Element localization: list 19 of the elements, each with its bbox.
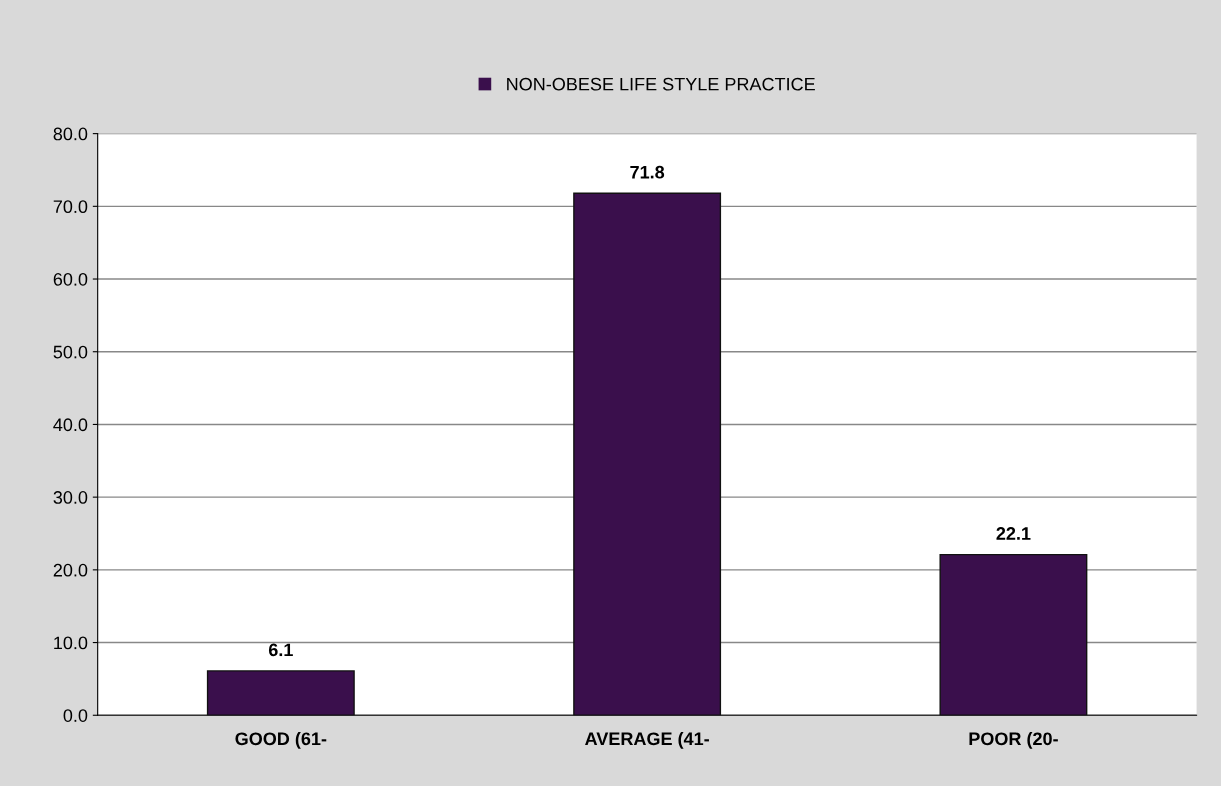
y-tick-label: 80.0 [53,127,88,141]
x-tick-label: GOOD (61- [235,731,327,749]
x-tick-label: POOR (20- [969,731,1058,749]
bar [939,553,1088,716]
y-tick-label: 50.0 [53,345,88,359]
y-tick-label: 60.0 [53,272,88,286]
y-tick-label: 20.0 [53,563,88,577]
data-label: 6.1 [268,643,293,657]
y-tick-label: 10.0 [54,636,88,650]
data-label: 71.8 [630,165,665,179]
legend-label: NON-OBESE LIFE STYLE PRACTICE [507,77,815,91]
x-tick-label: AVERAGE (41- [585,731,709,749]
y-tick-label: 70.0 [53,200,88,214]
y-tick-label: 0.0 [63,709,88,722]
y-tick-label: 30.0 [53,491,88,504]
bar [573,192,722,716]
bar [206,670,355,716]
data-label: 22.1 [996,527,1031,540]
y-tick-label: 40.0 [53,418,88,432]
